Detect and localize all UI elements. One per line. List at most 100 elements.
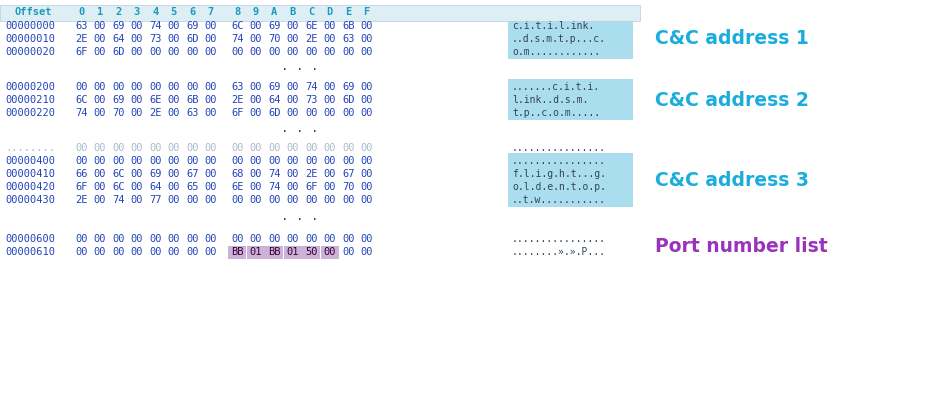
Text: 00: 00 <box>167 169 180 179</box>
Text: BB: BB <box>231 247 244 257</box>
Text: 00: 00 <box>361 34 373 44</box>
Text: . . .: . . . <box>281 210 319 224</box>
Text: 00: 00 <box>324 247 336 257</box>
Text: 00: 00 <box>186 156 198 166</box>
Text: 00: 00 <box>130 34 143 44</box>
Text: E: E <box>346 7 351 17</box>
Text: 6C: 6C <box>231 21 244 31</box>
Text: 00: 00 <box>286 108 299 118</box>
Text: 00: 00 <box>112 143 125 153</box>
Text: 67: 67 <box>186 169 198 179</box>
Text: 6: 6 <box>189 7 195 17</box>
Text: 00: 00 <box>75 156 88 166</box>
Text: 67: 67 <box>342 169 355 179</box>
Text: 00: 00 <box>186 247 198 257</box>
Text: 00: 00 <box>130 95 143 105</box>
Text: o.m............: o.m............ <box>512 47 600 57</box>
Text: 00: 00 <box>305 234 317 244</box>
Text: ................: ................ <box>512 156 606 166</box>
FancyBboxPatch shape <box>246 246 264 259</box>
Text: 73: 73 <box>149 34 161 44</box>
Text: ........».».P...: ........».».P... <box>512 247 606 257</box>
Text: 00000000: 00000000 <box>5 21 55 31</box>
Text: 00: 00 <box>112 82 125 92</box>
Text: 00: 00 <box>205 195 217 205</box>
Text: 2: 2 <box>115 7 122 17</box>
Text: 00: 00 <box>93 21 106 31</box>
Text: C: C <box>308 7 314 17</box>
Text: 00: 00 <box>361 108 373 118</box>
Text: 63: 63 <box>75 21 88 31</box>
Text: 63: 63 <box>186 108 198 118</box>
Text: 2E: 2E <box>75 34 88 44</box>
Text: 00: 00 <box>249 143 262 153</box>
Text: 6F: 6F <box>305 182 317 192</box>
FancyBboxPatch shape <box>321 246 339 259</box>
Text: 00: 00 <box>130 182 143 192</box>
Text: 00: 00 <box>75 247 88 257</box>
Text: 00: 00 <box>149 82 161 92</box>
Text: 00: 00 <box>205 247 217 257</box>
Text: 00: 00 <box>130 156 143 166</box>
Text: 00: 00 <box>286 182 299 192</box>
Text: 00: 00 <box>268 156 280 166</box>
Text: 00: 00 <box>361 195 373 205</box>
Text: 77: 77 <box>149 195 161 205</box>
Text: ........: ........ <box>5 143 55 153</box>
Text: 70: 70 <box>342 182 355 192</box>
Text: 6D: 6D <box>268 108 280 118</box>
Text: 00: 00 <box>249 195 262 205</box>
Text: 74: 74 <box>75 108 88 118</box>
Text: 00: 00 <box>231 234 244 244</box>
Text: f.l.i.g.h.t...g.: f.l.i.g.h.t...g. <box>512 169 606 179</box>
Text: 64: 64 <box>149 182 161 192</box>
Text: .......c.i.t.i.: .......c.i.t.i. <box>512 82 600 92</box>
Text: 00: 00 <box>149 156 161 166</box>
Text: 2E: 2E <box>305 34 317 44</box>
Text: 69: 69 <box>112 95 125 105</box>
Text: 00: 00 <box>112 234 125 244</box>
Text: 74: 74 <box>268 182 280 192</box>
Text: 00000200: 00000200 <box>5 82 55 92</box>
Text: 00: 00 <box>324 195 336 205</box>
Text: 00: 00 <box>249 95 262 105</box>
Text: 00: 00 <box>75 143 88 153</box>
Text: 73: 73 <box>305 95 317 105</box>
Text: 00: 00 <box>268 143 280 153</box>
Text: 64: 64 <box>112 34 125 44</box>
Text: 00: 00 <box>305 143 317 153</box>
Text: 70: 70 <box>268 34 280 44</box>
Text: 50: 50 <box>305 247 317 257</box>
Text: 00: 00 <box>112 156 125 166</box>
Text: 00: 00 <box>93 182 106 192</box>
Text: 00000220: 00000220 <box>5 108 55 118</box>
Text: t.p..c.o.m.....: t.p..c.o.m..... <box>512 108 600 118</box>
Text: 00: 00 <box>93 82 106 92</box>
FancyBboxPatch shape <box>228 246 246 259</box>
Text: l.ink..d.s.m.: l.ink..d.s.m. <box>512 95 588 105</box>
Text: 00: 00 <box>167 82 180 92</box>
Text: BB: BB <box>268 247 280 257</box>
Text: 00: 00 <box>231 143 244 153</box>
Text: 4: 4 <box>152 7 159 17</box>
Text: 00: 00 <box>361 182 373 192</box>
Text: 00: 00 <box>286 195 299 205</box>
FancyBboxPatch shape <box>302 246 320 259</box>
Text: 00: 00 <box>361 21 373 31</box>
Text: 6C: 6C <box>75 95 88 105</box>
Text: 5: 5 <box>171 7 177 17</box>
Text: 6B: 6B <box>342 21 355 31</box>
Text: 00: 00 <box>342 234 355 244</box>
Text: 00: 00 <box>249 21 262 31</box>
Text: 00: 00 <box>268 47 280 57</box>
Text: 00: 00 <box>205 169 217 179</box>
FancyBboxPatch shape <box>284 246 302 259</box>
Text: 65: 65 <box>186 182 198 192</box>
FancyBboxPatch shape <box>508 18 633 59</box>
Text: 00: 00 <box>324 156 336 166</box>
Text: 6E: 6E <box>231 182 244 192</box>
Text: 00: 00 <box>342 47 355 57</box>
Text: 00: 00 <box>286 95 299 105</box>
Text: 64: 64 <box>268 95 280 105</box>
Text: 69: 69 <box>112 21 125 31</box>
